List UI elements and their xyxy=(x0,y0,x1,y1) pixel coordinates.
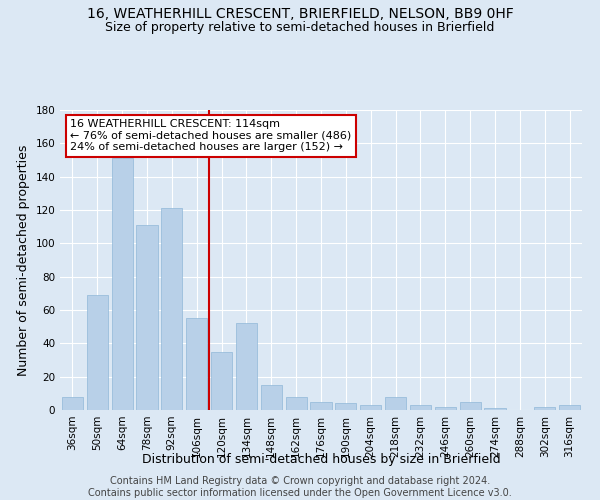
Text: 16, WEATHERHILL CRESCENT, BRIERFIELD, NELSON, BB9 0HF: 16, WEATHERHILL CRESCENT, BRIERFIELD, NE… xyxy=(86,8,514,22)
Bar xyxy=(534,406,555,410)
Bar xyxy=(62,396,83,410)
Text: Distribution of semi-detached houses by size in Brierfield: Distribution of semi-detached houses by … xyxy=(142,452,500,466)
Bar xyxy=(211,352,232,410)
Text: Contains HM Land Registry data © Crown copyright and database right 2024.
Contai: Contains HM Land Registry data © Crown c… xyxy=(88,476,512,498)
Bar xyxy=(310,402,332,410)
Bar xyxy=(112,158,133,410)
Bar xyxy=(161,208,182,410)
Bar xyxy=(286,396,307,410)
Bar xyxy=(186,318,207,410)
Bar xyxy=(559,405,580,410)
Y-axis label: Number of semi-detached properties: Number of semi-detached properties xyxy=(17,144,30,376)
Text: Size of property relative to semi-detached houses in Brierfield: Size of property relative to semi-detach… xyxy=(106,21,494,34)
Bar xyxy=(360,405,381,410)
Bar xyxy=(261,385,282,410)
Bar xyxy=(410,405,431,410)
Bar xyxy=(435,406,456,410)
Bar xyxy=(484,408,506,410)
Bar xyxy=(136,225,158,410)
Bar xyxy=(385,396,406,410)
Bar xyxy=(335,404,356,410)
Bar xyxy=(87,295,108,410)
Text: 16 WEATHERHILL CRESCENT: 114sqm
← 76% of semi-detached houses are smaller (486)
: 16 WEATHERHILL CRESCENT: 114sqm ← 76% of… xyxy=(70,119,352,152)
Bar xyxy=(236,324,257,410)
Bar xyxy=(460,402,481,410)
